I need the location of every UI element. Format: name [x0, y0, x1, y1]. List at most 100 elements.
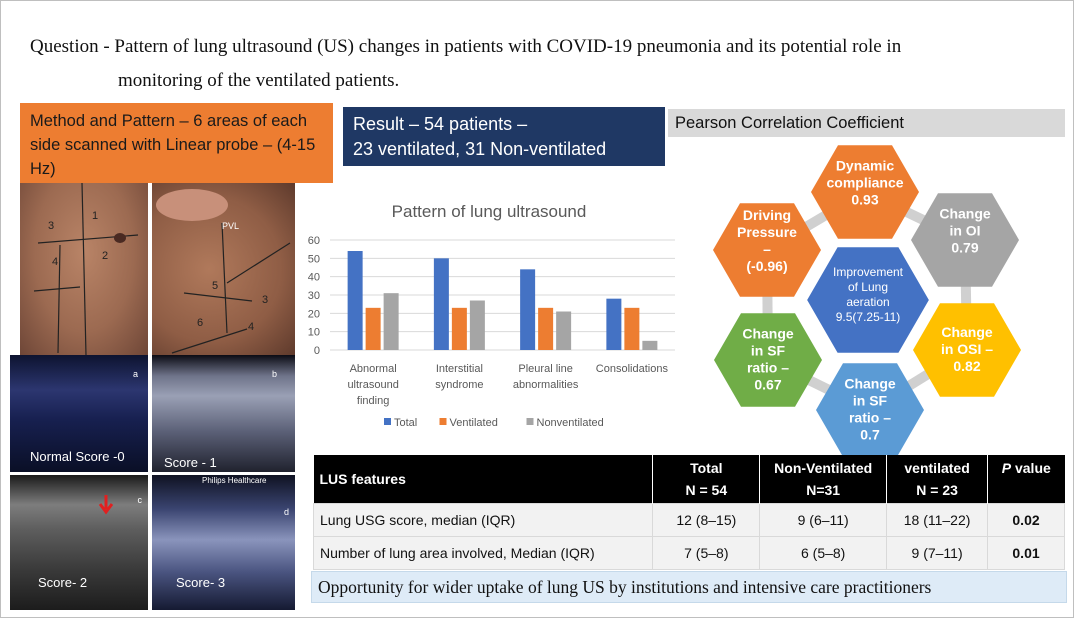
chest-photo-front: 1 2 3 4 [20, 183, 148, 355]
chest-back-label-3: 3 [262, 294, 268, 306]
hexagon-line: Change [941, 324, 993, 340]
x-tick-label: syndrome [435, 379, 483, 391]
legend-swatch [439, 418, 447, 425]
bar-nonventilated [383, 293, 399, 350]
bar-nonventilated [642, 340, 658, 350]
method-box: Method and Pattern – 6 areas of each sid… [20, 103, 333, 183]
x-tick-label: abnormalities [513, 379, 579, 391]
result-line-1: Result – 54 patients – [353, 114, 528, 134]
hexagon-3-text: Change in OSI –0.82 [941, 324, 993, 374]
hexagon-line: 0.93 [851, 192, 878, 208]
row2-feature: Number of lung area involved, Median (IQ… [312, 535, 654, 570]
header-total-n: N = 54 [685, 481, 728, 498]
hexagon-line: Driving [743, 207, 791, 223]
hexagon-1-text: Dynamic compliance 0.93 [826, 158, 903, 208]
bar-total [606, 298, 622, 350]
ultrasound-tag-d: d [283, 507, 289, 517]
lus-features-table: LUS features Total N = 54 Non-Ventilated N… [312, 455, 1065, 570]
hexagon-2-text: Change in OI 0.79 [939, 206, 991, 256]
chest-back-label-5: 5 [212, 280, 218, 292]
x-tick-label: Consolidations [596, 363, 669, 375]
chest-back-pvl: PVL [222, 221, 239, 231]
hexagon-line: in OSI – [941, 341, 993, 357]
table-header-row: LUS features Total N = 54 Non-Ventilated N… [313, 455, 1065, 503]
question-line-2: monitoring of the ventilated patients. [118, 70, 400, 91]
hexagon-line: 0.7 [860, 427, 880, 443]
header-p-rest: value [1011, 460, 1051, 476]
header-total: Total N = 54 [652, 455, 760, 503]
ultrasound-normal-label: Normal Score -0 [30, 449, 125, 464]
bar-chart: Pattern of lung ultrasound 0 10 20 30 40 50 60… [300, 190, 680, 440]
row1-feature: Lung USG score, median (IQR) [312, 502, 654, 537]
hexagon-line: in SF [853, 393, 888, 409]
hexagon-line: Dynamic [836, 158, 895, 174]
y-tick-label: 0 [314, 345, 320, 357]
lus-table: LUS features Total N = 54 Non-Ventilated N… [312, 455, 1065, 570]
header-nonvent-label: Non-Ventilated [774, 459, 873, 476]
chest-photo-back: PVL 5 6 3 4 [152, 183, 295, 355]
ultrasound-score3: Philips Healthcare d Score- 3 [152, 475, 295, 610]
pearson-title: Pearson Correlation Coefficient [668, 109, 1065, 137]
row1-nonvent: 9 (6–11) [759, 502, 888, 537]
chest-back-label-4: 4 [248, 321, 254, 333]
header-vent: ventilated N = 23 [886, 455, 988, 503]
hexagon-line: Change [844, 376, 896, 392]
bar-ventilated [624, 307, 640, 350]
hexagon-2 [911, 193, 1019, 287]
hexagon-center-line: Improvement [833, 265, 904, 279]
result-line-2: 23 ventilated, 31 Non-ventilated [353, 139, 607, 159]
ultrasound-score1-label: Score - 1 [164, 455, 217, 470]
bar-chart-svg: Pattern of lung ultrasound 0 10 20 30 40 50 60… [308, 202, 675, 429]
ultrasound-score3-label: Score- 3 [176, 575, 226, 590]
header-vent-label: ventilated [904, 459, 970, 476]
ultrasound-tag-c: c [137, 495, 143, 505]
row2-p: 0.01 [987, 535, 1065, 570]
header-features: LUS features [313, 455, 653, 503]
hexagon-5 [714, 313, 822, 407]
header-nonvent-n: N=31 [806, 481, 841, 498]
x-tick-label: finding [357, 395, 389, 407]
chest-front-markings: 1 2 3 4 [33, 183, 139, 355]
hexagon-4 [816, 363, 924, 457]
hexagon-line: Pressure [737, 224, 797, 240]
chest-front-label-1: 1 [92, 210, 98, 222]
hexagon-line: 0.82 [953, 358, 980, 374]
row1-vent: 18 (11–22) [886, 502, 989, 537]
ultrasound-tag-b: b [271, 369, 277, 379]
hexagon-line: ratio – [849, 410, 891, 426]
hexagon-center-line: 9.5(7.25-11) [836, 310, 900, 324]
bar-total [347, 251, 363, 350]
header-vent-n: N = 23 [916, 481, 958, 498]
legend-swatch [526, 418, 534, 425]
header-total-label: Total [690, 459, 723, 476]
legend-label: Ventilated [450, 417, 498, 429]
hexagon-line: Change [939, 206, 991, 222]
hexagon-line: Change [742, 326, 794, 342]
hexagon-center-text: Improvement of Lung aeration 9.5(7.25-11) [833, 265, 904, 324]
legend-label: Total [394, 417, 417, 429]
chest-front-label-3: 3 [48, 220, 54, 232]
ultrasound-score1: b Score - 1 [152, 355, 295, 472]
chest-front-label-2: 2 [102, 250, 108, 262]
opportunity-banner: Opportunity for wider uptake of lung US … [311, 571, 1067, 603]
hexagon-line: compliance [826, 175, 903, 191]
hexagon-1 [811, 145, 919, 239]
chest-front-label-4: 4 [52, 256, 58, 268]
header-nonvent: Non-Ventilated N=31 [759, 455, 887, 503]
legend-swatch [384, 418, 391, 425]
hexagon-line: in SF [751, 343, 786, 359]
hexagon-line: (-0.96) [746, 258, 787, 274]
table-row: Lung USG score, median (IQR) 12 (8–15) 9… [312, 502, 1065, 537]
question-line-1: Question - Pattern of lung ultrasound (U… [30, 36, 902, 57]
legend-label: Nonventilated [537, 417, 604, 429]
chest-back-markings: PVL 5 6 3 4 [156, 189, 291, 354]
row2-nonvent: 6 (5–8) [759, 535, 888, 570]
row1-total: 12 (8–15) [652, 502, 761, 537]
y-tick-label: 30 [308, 290, 320, 302]
hexagon-5-text: Change in SF ratio –0.67 [742, 326, 794, 393]
result-box: Result – 54 patients – 23 ventilated, 31… [343, 107, 665, 166]
y-tick-label: 50 [308, 253, 320, 265]
hexagon-center [804, 245, 932, 355]
ultrasound-score2-label: Score- 2 [38, 575, 88, 590]
arrow-down-icon [98, 495, 114, 515]
